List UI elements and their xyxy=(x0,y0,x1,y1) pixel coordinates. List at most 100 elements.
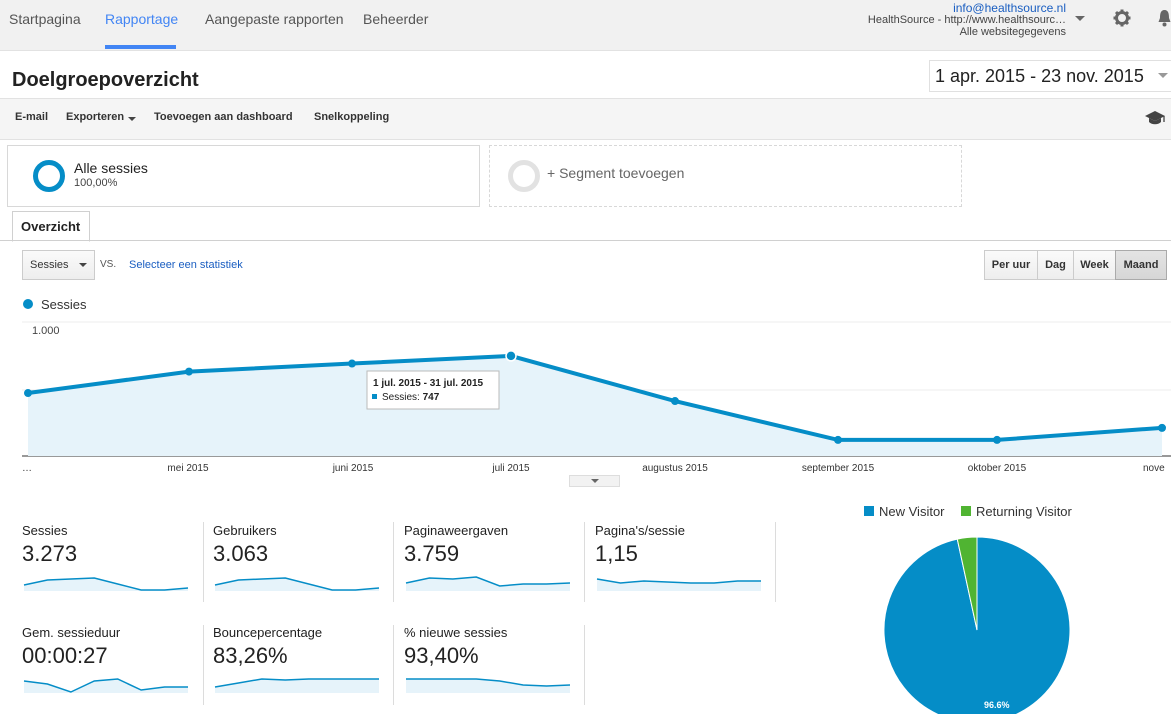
segment-all-sessions[interactable]: Alle sessies 100,00% xyxy=(7,145,480,207)
tab-divider xyxy=(0,240,1171,241)
account-dropdown-icon[interactable] xyxy=(1075,16,1085,21)
metric-card[interactable]: Pagina's/sessie 1,15 xyxy=(595,523,775,605)
metric-divider xyxy=(393,522,394,602)
metric-label: Pagina's/sessie xyxy=(595,523,685,538)
pie-slices xyxy=(883,536,1071,714)
metric-sparkline xyxy=(23,577,189,591)
legend-new-visitor: New Visitor xyxy=(879,504,945,519)
export-button[interactable]: Exporteren xyxy=(66,111,125,123)
sparkline-area xyxy=(24,578,188,591)
nav-tab-admin[interactable]: Beheerder xyxy=(363,11,429,27)
x-tick-label: juni 2015 xyxy=(332,463,374,474)
data-point[interactable] xyxy=(671,397,679,406)
select-statistic-link[interactable]: Selecteer een statistiek xyxy=(129,259,243,271)
sparkline-area xyxy=(406,577,570,591)
active-tab-indicator xyxy=(105,45,176,49)
granularity-day-button[interactable]: Dag xyxy=(1037,250,1074,280)
sparkline-line xyxy=(23,678,188,693)
metric-label: Sessies xyxy=(22,523,68,538)
nav-tab-custom-reports[interactable]: Aangepaste rapporten xyxy=(205,11,344,27)
date-range-dropdown-icon[interactable] xyxy=(1158,73,1168,78)
metric-sparkline xyxy=(596,578,761,591)
data-point[interactable] xyxy=(24,389,32,398)
nav-tab-home[interactable]: Startpagina xyxy=(9,11,81,27)
granularity-week-button[interactable]: Week xyxy=(1073,250,1116,280)
account-email[interactable]: info@healthsource.nl xyxy=(953,1,1066,15)
nav-tab-reporting[interactable]: Rapportage xyxy=(105,11,179,27)
export-dropdown-icon[interactable] xyxy=(128,117,136,121)
chart-collapse-handle[interactable] xyxy=(569,475,620,487)
x-tick-label: juli 2015 xyxy=(491,463,530,474)
tooltip-series-swatch xyxy=(372,394,377,399)
date-range-picker[interactable]: 1 apr. 2015 - 23 nov. 2015 xyxy=(929,60,1171,92)
segment-percentage: 100,00% xyxy=(74,177,118,189)
metric-card[interactable]: Bouncepercentage 83,26% xyxy=(213,625,393,707)
tooltip-box xyxy=(366,370,500,410)
metric-divider xyxy=(584,522,585,602)
pie-slice-label: 96.6% xyxy=(984,700,1010,710)
metric-card[interactable]: Sessies 3.273 xyxy=(22,523,202,605)
pie-slice-returning-visitor[interactable] xyxy=(956,536,978,631)
metric-select[interactable]: Sessies xyxy=(22,250,95,280)
metric-value: 3.273 xyxy=(22,541,78,566)
metric-card[interactable]: % nieuwe sessies 93,40% xyxy=(404,625,584,707)
sparkline-area xyxy=(24,679,188,693)
pie-slice-new-visitor[interactable] xyxy=(883,536,1071,714)
legend-dot xyxy=(23,299,33,309)
email-button[interactable]: E-mail xyxy=(15,111,49,123)
metric-card[interactable]: Gebruikers 3.063 xyxy=(213,523,393,605)
sparkline-area xyxy=(215,578,379,591)
sparkline-line xyxy=(405,576,571,587)
data-point[interactable] xyxy=(505,350,517,362)
visitor-type-pie-chart: New Visitor Returning Visitor 96.6% xyxy=(864,504,1073,714)
top-navigation: Startpagina Rapportage Aangepaste rappor… xyxy=(0,0,1171,51)
data-point[interactable] xyxy=(348,359,356,368)
sparkline-area xyxy=(406,679,570,693)
data-point[interactable] xyxy=(993,435,1001,444)
empty-segment-icon xyxy=(508,160,540,192)
tooltip-series-text: Sessies: 747 xyxy=(382,392,440,403)
shortcut-button[interactable]: Snelkoppeling xyxy=(314,111,390,123)
chart-tooltip: 1 jul. 2015 - 31 jul. 2015 Sessies: 747 xyxy=(366,370,500,410)
x-axis-labels: … mei 2015 juni 2015 juli 2015 augustus 2015… xyxy=(22,463,1165,474)
add-segment-label: + Segment toevoegen xyxy=(547,165,685,181)
legend-swatch-new xyxy=(864,506,874,516)
metric-value: 3.063 xyxy=(213,541,269,566)
metric-label: % nieuwe sessies xyxy=(404,625,508,640)
legend-swatch-returning xyxy=(961,506,971,516)
metric-card[interactable]: Gem. sessieduur 00:00:27 xyxy=(22,625,202,707)
graduation-cap-icon[interactable] xyxy=(1144,110,1166,126)
tab-overview[interactable]: Overzicht xyxy=(12,211,90,242)
metric-label: Gem. sessieduur xyxy=(22,625,121,640)
metric-divider xyxy=(203,625,204,705)
granularity-hour-button[interactable]: Per uur xyxy=(984,250,1038,280)
x-tick-label: augustus 2015 xyxy=(642,463,708,474)
metric-select-value: Sessies xyxy=(30,259,69,271)
tooltip-title: 1 jul. 2015 - 31 jul. 2015 xyxy=(373,378,484,389)
gear-icon[interactable] xyxy=(1113,9,1131,27)
account-view[interactable]: Alle websitegegevens xyxy=(959,26,1066,38)
metric-sparkline xyxy=(23,678,188,693)
date-range-text: 1 apr. 2015 - 23 nov. 2015 xyxy=(935,66,1144,86)
metric-divider xyxy=(393,625,394,705)
data-point[interactable] xyxy=(185,367,193,376)
segment-donut-icon xyxy=(33,160,65,192)
add-to-dashboard-button[interactable]: Toevoegen aan dashboard xyxy=(154,111,293,123)
tooltip-value: 747 xyxy=(423,392,440,403)
data-point[interactable] xyxy=(1158,423,1166,432)
data-point[interactable] xyxy=(834,435,842,444)
metric-value: 3.759 xyxy=(404,541,460,566)
bell-icon[interactable] xyxy=(1158,9,1171,28)
x-tick-label: oktober 2015 xyxy=(968,463,1027,474)
vs-label: VS. xyxy=(100,259,117,270)
metric-label: Paginaweergaven xyxy=(404,523,509,538)
metric-value: 1,15 xyxy=(595,541,638,566)
metric-card[interactable]: Paginaweergaven 3.759 xyxy=(404,523,584,605)
metric-sparkline xyxy=(214,678,379,693)
sparkline-area xyxy=(215,679,379,693)
account-property[interactable]: HealthSource - http://www.healthsourc… xyxy=(867,14,1066,26)
y-tick-label-1000: 1.000 xyxy=(32,325,60,337)
add-segment-box[interactable]: + Segment toevoegen xyxy=(489,145,962,207)
metric-label: Bouncepercentage xyxy=(213,625,323,640)
granularity-month-button[interactable]: Maand xyxy=(1115,250,1167,280)
